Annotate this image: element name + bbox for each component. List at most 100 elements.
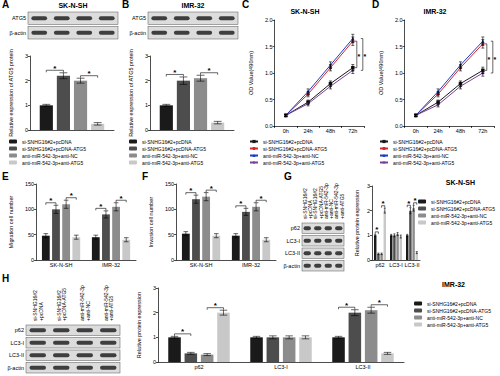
svg-text:β-actin: β-actin: [283, 263, 300, 269]
svg-text:*: *: [181, 327, 185, 336]
svg-text:anti-miR-542-3p+anti-ATG5: anti-miR-542-3p+anti-ATG5: [22, 160, 83, 166]
svg-text:2: 2: [153, 310, 156, 316]
svg-text:IMR-32: IMR-32: [242, 262, 260, 268]
svg-text:1.0: 1.0: [395, 70, 403, 76]
svg-text:1.5: 1.5: [395, 44, 403, 50]
svg-text:IMR-32: IMR-32: [102, 262, 120, 268]
svg-text:*: *: [70, 191, 74, 200]
svg-text:+pcDNA-ATG5: +pcDNA-ATG5: [61, 288, 67, 321]
svg-text:ATG5: ATG5: [12, 15, 26, 21]
svg-text:SK-N-SH: SK-N-SH: [290, 8, 319, 15]
svg-text:Migration cell number: Migration cell number: [8, 196, 14, 249]
svg-text:LC3-II: LC3-II: [405, 262, 420, 268]
svg-text:100: 100: [25, 206, 34, 212]
svg-text:anti-miR-542-3p+anti-NC: anti-miR-542-3p+anti-NC: [427, 315, 483, 321]
svg-text:si-SNHG16#2+pcDNA-ATG5: si-SNHG16#2+pcDNA-ATG5: [431, 206, 495, 212]
svg-text:LC3-I: LC3-I: [274, 364, 288, 370]
svg-text:*: *: [49, 196, 53, 205]
svg-text:anti-miR-542-3p+anti-NC: anti-miR-542-3p+anti-NC: [22, 153, 78, 159]
svg-text:50: 50: [28, 232, 34, 238]
svg-text:*: *: [88, 69, 92, 78]
svg-text:72h: 72h: [478, 128, 487, 134]
svg-text:*: *: [382, 199, 386, 208]
svg-text:*: *: [414, 196, 418, 205]
svg-text:anti-miR-542-3p+anti-NC: anti-miR-542-3p+anti-NC: [263, 153, 319, 159]
svg-text:2: 2: [25, 78, 28, 84]
svg-text:si-SNHG16#2+pcDNA: si-SNHG16#2+pcDNA: [427, 301, 477, 307]
svg-text:*: *: [208, 66, 212, 75]
svg-text:si-SNHG16#2+pcDNA: si-SNHG16#2+pcDNA: [22, 139, 72, 145]
svg-text:150: 150: [165, 181, 174, 187]
svg-text:OD Value(490nm): OD Value(490nm): [378, 51, 384, 95]
svg-text:anti-miR-542-3p+anti-ATG5: anti-miR-542-3p+anti-ATG5: [393, 160, 454, 166]
svg-text:SK-N-SH: SK-N-SH: [58, 2, 87, 9]
svg-text:Invasion cell number: Invasion cell number: [148, 197, 154, 248]
svg-text:1.5: 1.5: [265, 44, 273, 50]
svg-text:2: 2: [367, 208, 370, 214]
svg-text:0: 0: [153, 359, 156, 365]
svg-text:SK-N-SH: SK-N-SH: [50, 262, 73, 268]
svg-text:SK-N-SH: SK-N-SH: [446, 179, 475, 186]
svg-text:LC3-II: LC3-II: [285, 250, 300, 256]
svg-text:24h: 24h: [433, 128, 442, 134]
svg-text:0: 0: [31, 257, 34, 263]
svg-text:2.0: 2.0: [395, 17, 403, 23]
svg-text:*: *: [214, 301, 218, 310]
svg-text:*: *: [99, 202, 103, 211]
svg-text:1: 1: [145, 102, 148, 108]
svg-text:2.0: 2.0: [265, 17, 273, 23]
svg-text:*: *: [210, 184, 214, 193]
svg-text:1: 1: [367, 232, 370, 238]
svg-text:+anti-ATG5: +anti-ATG5: [339, 193, 345, 219]
svg-text:IMR-32: IMR-32: [424, 8, 447, 15]
svg-text:LC3-I: LC3-I: [287, 238, 301, 244]
svg-text:*: *: [120, 194, 124, 203]
svg-text:0.0: 0.0: [395, 123, 403, 129]
svg-text:*: *: [345, 301, 349, 310]
svg-text:0: 0: [145, 127, 148, 133]
svg-text:*: *: [239, 199, 243, 208]
svg-text:Relative protein expression: Relative protein expression: [354, 190, 360, 256]
svg-text:0.5: 0.5: [265, 97, 273, 103]
svg-text:+anti-NC: +anti-NC: [85, 301, 91, 321]
svg-text:+pcDNA: +pcDNA: [38, 302, 44, 321]
svg-text:2: 2: [145, 78, 148, 84]
svg-text:0h: 0h: [413, 128, 419, 134]
svg-text:IMR-32: IMR-32: [182, 2, 205, 9]
svg-text:150: 150: [25, 181, 34, 187]
svg-text:p62: p62: [291, 225, 300, 231]
svg-text:anti-miR-542-3p+anti-NC: anti-miR-542-3p+anti-NC: [393, 153, 449, 159]
svg-text:p62: p62: [375, 262, 384, 268]
svg-text:β-actin: β-actin: [9, 30, 26, 36]
svg-text:+anti-ATG5: +anti-ATG5: [108, 295, 114, 321]
svg-text:48h: 48h: [456, 128, 465, 134]
svg-text:Relative expression of ATG5 pr: Relative expression of ATG5 protein: [128, 49, 134, 137]
svg-text:100: 100: [165, 206, 174, 212]
svg-text:anti-miR-542-3p+anti-NC: anti-miR-542-3p+anti-NC: [142, 153, 198, 159]
svg-text:*: *: [407, 199, 411, 208]
svg-text:si-SNHG16#2+pcDNA-ATG5: si-SNHG16#2+pcDNA-ATG5: [22, 146, 86, 152]
svg-text:1: 1: [153, 334, 156, 340]
svg-text:si-SNHG16#2+pcDNA: si-SNHG16#2+pcDNA: [431, 199, 481, 205]
svg-text:anti-miR-542-3p+anti-NC: anti-miR-542-3p+anti-NC: [431, 213, 487, 219]
svg-text:1: 1: [25, 102, 28, 108]
svg-text:0: 0: [367, 257, 370, 263]
svg-text:β-actin: β-actin: [129, 30, 146, 36]
svg-text:0.0: 0.0: [265, 123, 273, 129]
svg-text:0.5: 0.5: [395, 97, 403, 103]
svg-text:si-SNHG16#2+pcDNA: si-SNHG16#2+pcDNA: [393, 139, 443, 145]
svg-text:OD Value(490nm): OD Value(490nm): [248, 51, 254, 95]
svg-text:3: 3: [145, 53, 148, 59]
svg-text:*: *: [494, 56, 497, 63]
svg-text:*: *: [189, 186, 193, 195]
svg-text:0: 0: [25, 127, 28, 133]
svg-text:*: *: [260, 194, 264, 203]
svg-text:LC3-I: LC3-I: [11, 340, 25, 346]
svg-text:*: *: [364, 53, 367, 60]
svg-text:*: *: [173, 68, 177, 77]
svg-text:anti-miR-542-3p+anti-ATG5: anti-miR-542-3p+anti-ATG5: [263, 160, 324, 166]
svg-text:3: 3: [25, 53, 28, 59]
svg-text:anti-miR-542-3p+anti-ATG5: anti-miR-542-3p+anti-ATG5: [431, 220, 492, 226]
svg-text:24h: 24h: [303, 128, 312, 134]
svg-text:3: 3: [153, 285, 156, 291]
